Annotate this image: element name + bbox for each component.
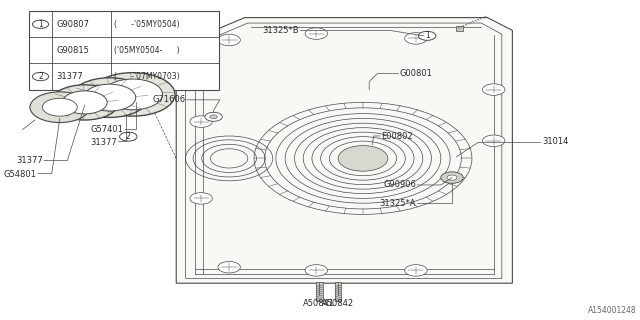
Bar [29, 11, 219, 90]
Circle shape [33, 72, 49, 81]
Text: 31014: 31014 [542, 137, 569, 146]
Text: (      -'05MY0504): ( -'05MY0504) [114, 20, 180, 29]
Circle shape [305, 265, 328, 276]
Circle shape [210, 115, 218, 119]
Circle shape [305, 28, 328, 39]
Circle shape [483, 84, 505, 95]
Text: A50842: A50842 [322, 299, 354, 308]
Text: G54801: G54801 [4, 170, 36, 179]
Circle shape [103, 79, 163, 110]
Circle shape [71, 78, 148, 117]
Circle shape [33, 20, 49, 28]
Text: A50841: A50841 [303, 299, 335, 308]
Circle shape [205, 112, 222, 121]
Circle shape [218, 34, 241, 46]
Text: ('05MY0504-      ): ('05MY0504- ) [114, 46, 180, 55]
Circle shape [404, 33, 427, 44]
Circle shape [483, 135, 505, 147]
Circle shape [190, 116, 212, 127]
Circle shape [83, 84, 136, 111]
Text: 31377: 31377 [90, 138, 117, 147]
Circle shape [404, 265, 427, 276]
Circle shape [447, 175, 457, 180]
Text: 2: 2 [126, 132, 131, 141]
Text: 1: 1 [38, 20, 43, 29]
Text: G71606: G71606 [152, 95, 186, 104]
Text: G90906: G90906 [383, 180, 416, 189]
Bar [335, 282, 341, 301]
Text: 2: 2 [38, 72, 43, 81]
Text: 31377: 31377 [16, 156, 43, 165]
Text: 31325*B: 31325*B [262, 26, 299, 35]
Circle shape [419, 31, 436, 40]
Text: A154001248: A154001248 [588, 306, 637, 315]
Circle shape [218, 261, 241, 273]
Polygon shape [176, 18, 513, 283]
Circle shape [30, 92, 90, 123]
Circle shape [190, 193, 212, 204]
Circle shape [338, 146, 388, 171]
Text: G90815: G90815 [56, 46, 89, 55]
Bar [316, 282, 323, 301]
Circle shape [51, 85, 119, 120]
Text: (      -'07MY0703): ( -'07MY0703) [114, 72, 180, 81]
Text: 31325*A: 31325*A [380, 199, 416, 208]
Text: G90807: G90807 [56, 20, 89, 29]
Circle shape [42, 98, 77, 116]
Circle shape [441, 172, 463, 183]
Circle shape [90, 73, 175, 116]
Circle shape [62, 91, 107, 114]
Text: G57401: G57401 [90, 125, 124, 134]
Text: E00802: E00802 [381, 132, 413, 140]
Bar [456, 26, 463, 31]
Text: 31377: 31377 [56, 72, 83, 81]
Text: 1: 1 [425, 31, 429, 40]
Text: G00801: G00801 [400, 69, 433, 78]
Circle shape [120, 132, 137, 141]
